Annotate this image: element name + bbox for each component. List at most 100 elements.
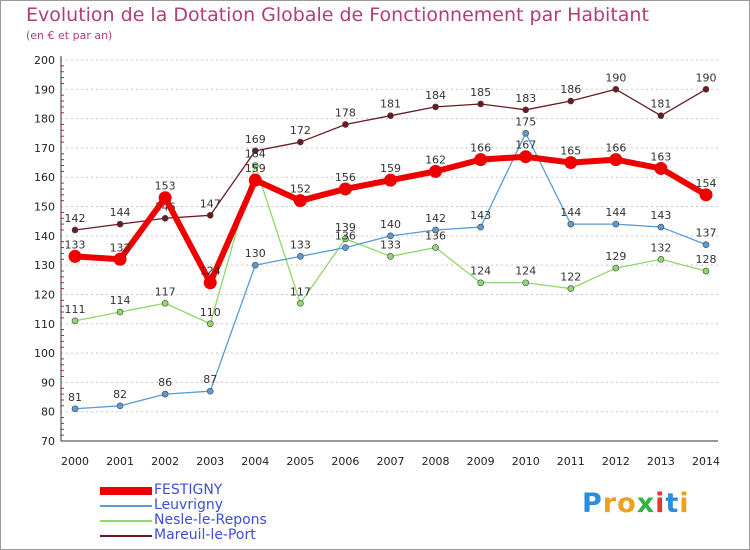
- data-point-festigny-2009: [474, 153, 488, 167]
- data-label-festigny-2006: 156: [335, 171, 356, 184]
- data-point-leuvrigny-2014: [702, 241, 710, 248]
- data-label-festigny-2002: 153: [155, 180, 176, 193]
- data-point-mareuil-le-port-2011: [567, 97, 575, 105]
- data-point-leuvrigny-2003: [206, 387, 214, 395]
- data-point-festigny-2011: [564, 156, 578, 170]
- legend-label-mareuil-le-port: Mareuil-le-Port: [154, 527, 256, 543]
- data-label-leuvrigny-2012: 144: [605, 206, 626, 219]
- data-label-nesle-le-repons-2011: 122: [560, 271, 581, 284]
- data-point-mareuil-le-port-2013: [657, 112, 665, 119]
- data-point-nesle-le-repons-2006: [342, 235, 349, 243]
- data-point-festigny-2010: [519, 150, 533, 164]
- data-point-nesle-le-repons-2012: [612, 264, 620, 272]
- data-point-nesle-le-repons-2011: [567, 285, 575, 292]
- data-point-leuvrigny-2009: [477, 223, 484, 231]
- data-label-mareuil-le-port-2010: 183: [515, 92, 536, 105]
- data-label-mareuil-le-port-2003: 147: [200, 197, 221, 210]
- data-point-festigny-2004: [248, 173, 262, 187]
- data-label-leuvrigny-2006: 136: [335, 230, 356, 243]
- x-tick-label-2004: 2004: [241, 455, 269, 468]
- x-tick-label-2002: 2002: [151, 455, 179, 468]
- data-label-festigny-2012: 166: [605, 142, 626, 155]
- data-label-leuvrigny-2000: 81: [68, 391, 82, 404]
- data-point-nesle-le-repons-2009: [477, 279, 484, 287]
- data-point-festigny-2008: [429, 164, 443, 178]
- y-tick-label-120: 120: [34, 288, 55, 301]
- legend-label-nesle-le-repons: Nesle-le-Repons: [154, 512, 267, 528]
- y-tick-label-100: 100: [34, 347, 55, 360]
- data-point-nesle-le-repons-2005: [297, 299, 304, 307]
- data-point-leuvrigny-2000: [71, 405, 79, 413]
- data-label-festigny-2013: 163: [650, 150, 671, 163]
- data-label-leuvrigny-2005: 133: [290, 238, 311, 251]
- x-tick-label-2010: 2010: [512, 455, 540, 468]
- x-tick-label-2011: 2011: [557, 455, 585, 468]
- data-point-nesle-le-repons-2008: [432, 244, 439, 251]
- data-point-leuvrigny-2006: [342, 244, 349, 251]
- data-label-mareuil-le-port-2008: 184: [425, 89, 446, 102]
- data-label-nesle-le-repons-2005: 117: [290, 285, 311, 298]
- data-label-festigny-2014: 154: [696, 177, 717, 190]
- data-label-mareuil-le-port-2012: 190: [605, 71, 626, 84]
- data-label-nesle-le-repons-2003: 110: [200, 306, 221, 319]
- data-point-festigny-2006: [338, 182, 352, 196]
- x-tick-label-2006: 2006: [331, 455, 359, 468]
- data-point-mareuil-le-port-2002: [161, 214, 169, 222]
- data-label-nesle-le-repons-2013: 132: [650, 241, 671, 254]
- data-point-nesle-le-repons-2014: [702, 267, 710, 275]
- y-tick-label-160: 160: [34, 171, 55, 184]
- data-point-mareuil-le-port-2012: [612, 86, 620, 93]
- data-label-nesle-le-repons-2010: 124: [515, 265, 536, 278]
- data-point-leuvrigny-2011: [567, 220, 575, 228]
- data-label-leuvrigny-2007: 140: [380, 218, 401, 231]
- data-point-festigny-2013: [654, 161, 668, 175]
- data-label-nesle-le-repons-2000: 111: [65, 303, 86, 316]
- y-tick-label-190: 190: [34, 83, 55, 96]
- x-tick-label-2005: 2005: [286, 455, 314, 468]
- data-label-nesle-le-repons-2014: 128: [696, 253, 717, 266]
- data-point-leuvrigny-2013: [657, 223, 665, 231]
- data-label-mareuil-le-port-2005: 172: [290, 124, 311, 137]
- data-point-mareuil-le-port-2009: [477, 100, 484, 108]
- data-label-festigny-2001: 132: [110, 241, 131, 254]
- y-tick-label-200: 200: [34, 54, 55, 67]
- x-tick-label-2008: 2008: [422, 455, 450, 468]
- data-label-nesle-le-repons-2004: 164: [245, 148, 266, 161]
- data-label-mareuil-le-port-2011: 186: [560, 83, 581, 96]
- data-label-festigny-2009: 166: [470, 142, 491, 155]
- data-label-mareuil-le-port-2007: 181: [380, 98, 401, 111]
- data-point-mareuil-le-port-2001: [116, 220, 124, 228]
- data-label-nesle-le-repons-2007: 133: [380, 238, 401, 251]
- data-label-festigny-2007: 159: [380, 162, 401, 175]
- y-tick-label-180: 180: [34, 113, 55, 126]
- data-label-nesle-le-repons-2001: 114: [110, 294, 131, 307]
- legend-swatch-mareuil-le-port: [100, 535, 152, 537]
- y-tick-label-110: 110: [34, 318, 55, 331]
- data-label-nesle-le-repons-2012: 129: [605, 250, 626, 263]
- data-point-mareuil-le-port-2007: [387, 112, 394, 119]
- data-point-leuvrigny-2007: [387, 232, 394, 240]
- data-label-mareuil-le-port-2014: 190: [696, 71, 717, 84]
- data-label-leuvrigny-2001: 82: [113, 388, 127, 401]
- data-label-festigny-2011: 165: [560, 145, 581, 158]
- x-tick-label-2007: 2007: [377, 455, 405, 468]
- data-label-leuvrigny-2003: 87: [203, 373, 217, 386]
- data-point-festigny-2007: [384, 173, 397, 187]
- data-point-leuvrigny-2008: [432, 226, 439, 234]
- data-point-mareuil-le-port-2014: [702, 86, 710, 93]
- y-tick-label-80: 80: [41, 406, 55, 419]
- data-point-leuvrigny-2001: [116, 402, 124, 410]
- legend-swatch-leuvrigny: [100, 505, 152, 507]
- legend-swatch-nesle-le-repons: [100, 520, 152, 522]
- data-point-mareuil-le-port-2003: [206, 212, 214, 219]
- x-tick-label-2009: 2009: [467, 455, 495, 468]
- data-label-nesle-le-repons-2008: 136: [425, 230, 446, 243]
- data-label-leuvrigny-2008: 142: [425, 212, 446, 225]
- data-label-leuvrigny-2010: 175: [515, 115, 536, 128]
- data-label-festigny-2003: 124: [200, 265, 221, 278]
- data-point-festigny-2001: [113, 252, 127, 266]
- data-point-festigny-2003: [203, 276, 217, 290]
- data-label-festigny-2005: 152: [290, 183, 311, 196]
- data-point-leuvrigny-2004: [251, 261, 259, 269]
